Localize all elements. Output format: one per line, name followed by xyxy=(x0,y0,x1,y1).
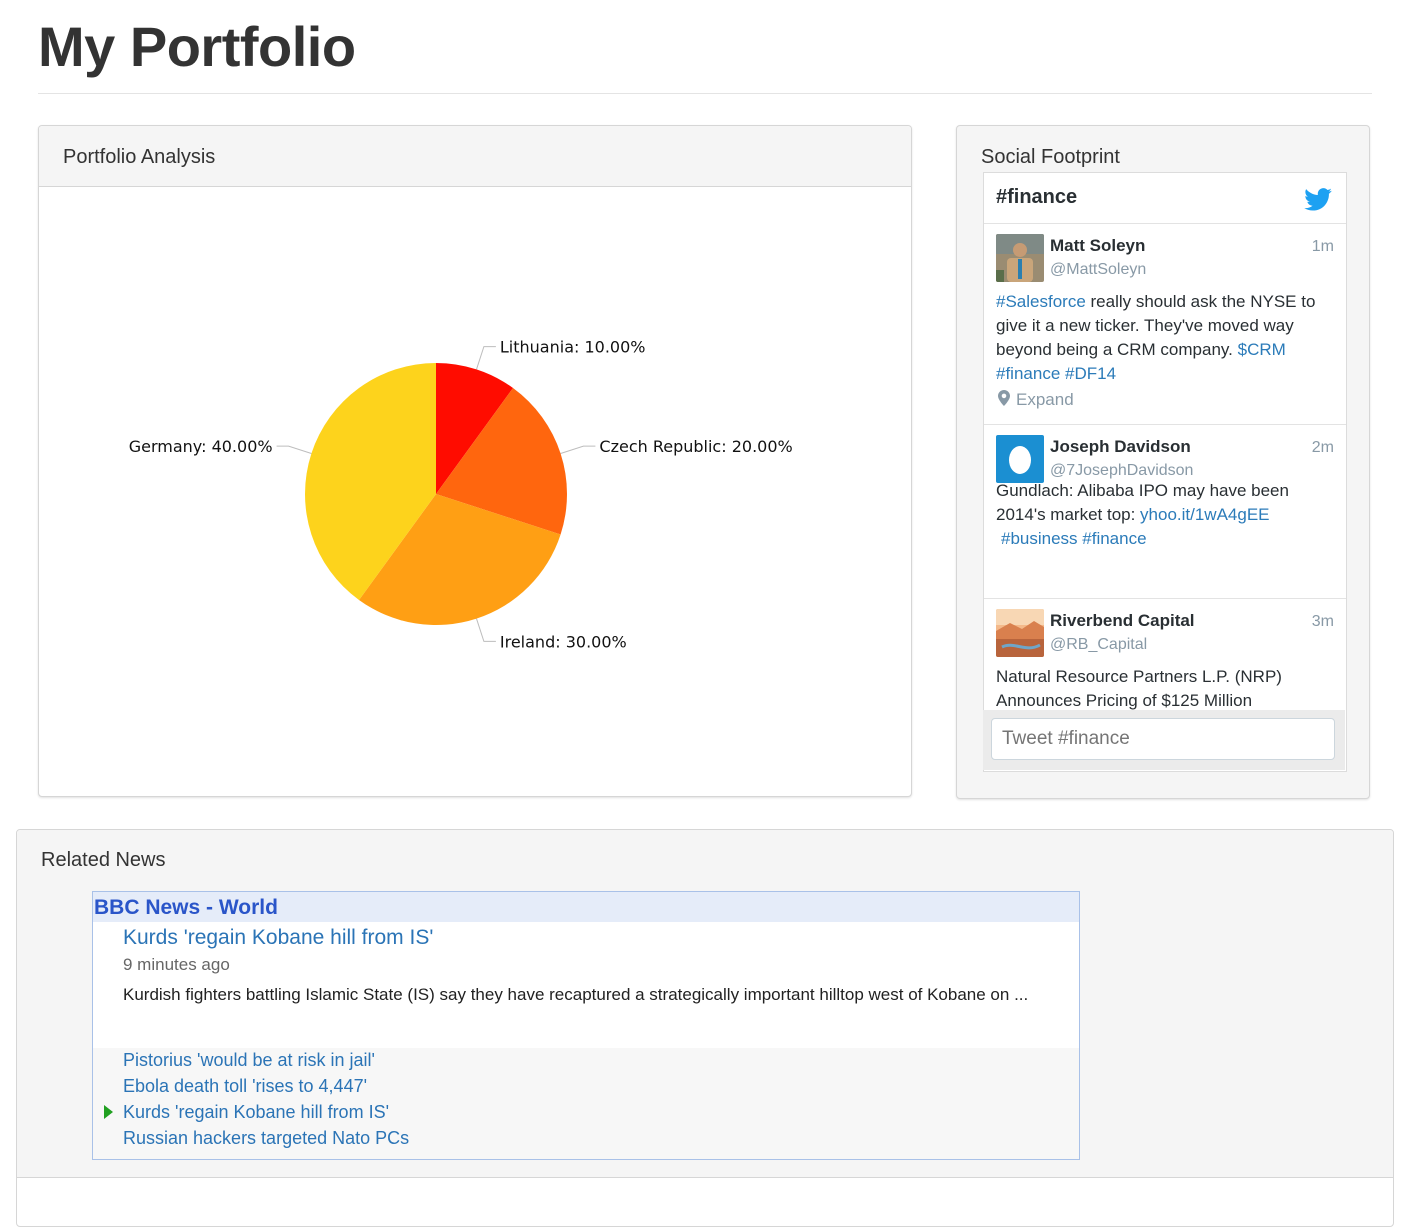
pie-label-connector xyxy=(476,346,496,370)
pie-data-label: Ireland: 30.00% xyxy=(500,632,627,651)
tweet-author[interactable]: Matt Soleyn xyxy=(1050,236,1146,255)
tweet-text-body: Gundlach: Alibaba IPO may have been 2014… xyxy=(996,481,1289,524)
timeline-hashtag[interactable]: #finance xyxy=(996,186,1078,208)
expand-link[interactable]: Expand xyxy=(998,390,1074,410)
avatar[interactable] xyxy=(996,435,1044,483)
tweet-compose-input[interactable] xyxy=(991,718,1335,760)
tweet-handle[interactable]: @RB_Capital xyxy=(1050,636,1148,653)
expand-label: Expand xyxy=(1016,390,1074,409)
tweet-item[interactable]: Joseph Davidson @7JosephDavidson 2m Gund… xyxy=(984,425,1346,599)
tweet-item[interactable]: Riverbend Capital @RB_Capital 3m Natural… xyxy=(984,599,1346,749)
tweet-text-body: really should ask the NYSE to give it a … xyxy=(996,292,1316,359)
avatar[interactable] xyxy=(996,234,1044,282)
news-headline-link[interactable]: Russian hackers targeted Nato PCs xyxy=(123,1128,410,1148)
tweet-hashtags[interactable]: #business #finance xyxy=(1001,529,1147,548)
tweet-timestamp[interactable]: 3m xyxy=(1311,613,1334,630)
pie-slice-germany[interactable] xyxy=(305,363,436,600)
news-headline-link[interactable]: Pistorius 'would be at risk in jail' xyxy=(123,1050,375,1070)
feed-title[interactable]: BBC News - World xyxy=(93,892,1079,922)
related-news-panel: Related News BBC News - World Kurds 'reg… xyxy=(16,829,1394,1227)
title-divider xyxy=(38,93,1372,94)
tweet-links[interactable]: $CRM #finance #DF14 xyxy=(996,340,1286,383)
lead-story-time: 9 minutes ago xyxy=(123,955,230,974)
tweet-text: #Salesforce really should ask the NYSE t… xyxy=(996,290,1326,386)
related-news-heading: Related News xyxy=(41,849,166,871)
related-news-body: Related News BBC News - World Kurds 'reg… xyxy=(17,830,1393,1178)
twitter-timeline[interactable]: #finance Matt Soleyn @MattSoleyn 1m #Sal… xyxy=(983,172,1347,772)
hashtag-link[interactable]: #Salesforce xyxy=(996,292,1086,311)
lead-story-summary: Kurdish fighters battling Islamic State … xyxy=(123,985,1029,1004)
lead-story-title[interactable]: Kurds 'regain Kobane hill from IS' xyxy=(123,926,434,949)
social-footprint-panel: Social Footprint #finance Matt Soleyn @M… xyxy=(956,125,1370,799)
tweet-text: Gundlach: Alibaba IPO may have been 2014… xyxy=(996,479,1326,551)
pie-slice-czech-republic[interactable] xyxy=(436,388,567,535)
portfolio-analysis-heading: Portfolio Analysis xyxy=(39,126,911,187)
tweet-compose-bar xyxy=(983,710,1345,770)
portfolio-pie-chart: Lithuania: 10.00% Czech Republic: 20.00% I… xyxy=(129,338,793,652)
pie-label-connector xyxy=(476,618,496,642)
news-headline-link[interactable]: Kurds 'regain Kobane hill from IS' xyxy=(123,1102,390,1122)
map-pin-icon xyxy=(998,390,1010,406)
tweet-author[interactable]: Riverbend Capital xyxy=(1050,611,1195,630)
tweet-timestamp[interactable]: 1m xyxy=(1311,238,1334,255)
tweet-url-link[interactable]: yhoo.it/1wA4gEE xyxy=(1140,505,1270,524)
tweet-author[interactable]: Joseph Davidson xyxy=(1050,437,1191,456)
twitter-bird-icon[interactable] xyxy=(1304,188,1332,211)
pie-data-label: Lithuania: 10.00% xyxy=(500,338,646,357)
tweet-item[interactable]: Matt Soleyn @MattSoleyn 1m #Salesforce r… xyxy=(984,224,1346,425)
social-footprint-heading: Social Footprint xyxy=(981,146,1120,168)
pie-data-label: Germany: 40.00% xyxy=(129,437,273,456)
timeline-header: #finance xyxy=(984,173,1346,224)
pie-slice-ireland[interactable] xyxy=(359,494,561,625)
tweet-handle[interactable]: @7JosephDavidson xyxy=(1050,462,1194,479)
pie-slice-lithuania[interactable] xyxy=(436,363,513,494)
news-headline-link[interactable]: Ebola death toll 'rises to 4,447' xyxy=(123,1076,368,1096)
news-feed-widget: BBC News - World Kurds 'regain Kobane hi… xyxy=(92,891,1080,1160)
selected-arrow-icon xyxy=(104,1105,113,1119)
page-title: My Portfolio xyxy=(38,15,356,78)
news-headline-list: Pistorius 'would be at risk in jail' Ebo… xyxy=(93,1048,1079,1159)
pie-label-connector xyxy=(276,445,312,454)
pie-data-label: Czech Republic: 20.00% xyxy=(599,437,792,456)
portfolio-analysis-panel: Portfolio Analysis Lithuania: 10.00% Czec… xyxy=(38,125,912,797)
avatar[interactable] xyxy=(996,609,1044,657)
tweet-handle[interactable]: @MattSoleyn xyxy=(1050,261,1147,278)
tweet-text: Natural Resource Partners L.P. (NRP) Ann… xyxy=(996,667,1282,710)
tweet-timestamp[interactable]: 2m xyxy=(1311,439,1334,456)
pie-label-connector xyxy=(560,445,596,454)
